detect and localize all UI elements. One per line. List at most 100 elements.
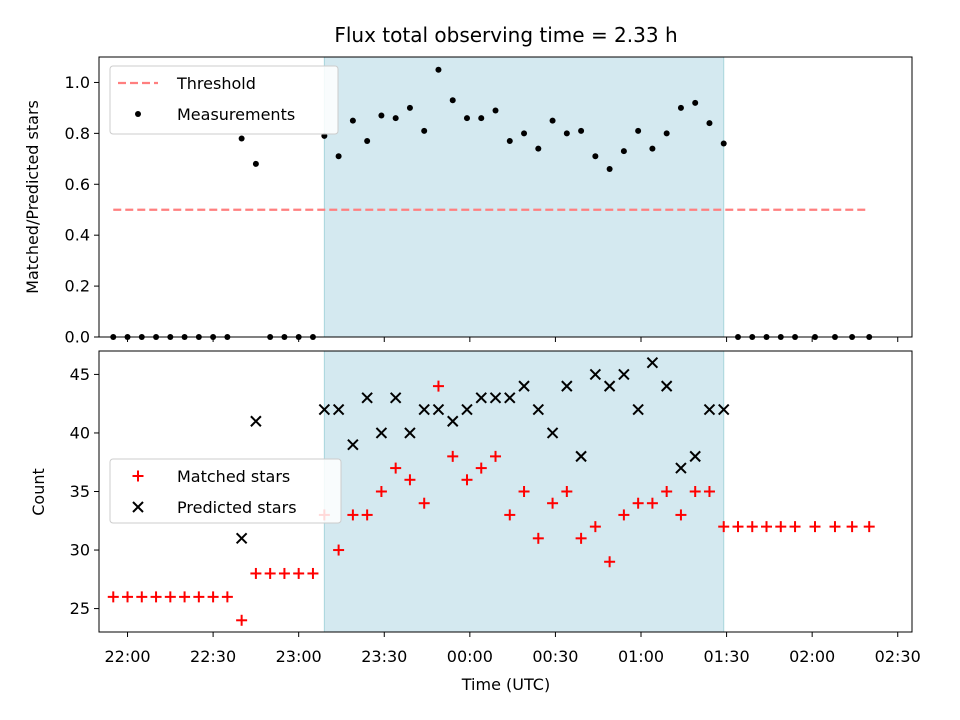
measurement-point (620, 148, 627, 155)
predicted-stars-point (404, 427, 416, 439)
matched-stars-point (390, 462, 402, 474)
predicted-stars-point (660, 380, 673, 392)
measurement-point (309, 334, 316, 340)
tick-marks (94, 81, 899, 637)
measurement-point (720, 140, 727, 147)
predicted-stars-point (703, 403, 716, 416)
x-bar (418, 403, 430, 416)
y-tick-label: 1.0 (65, 73, 90, 92)
matched-stars-point (447, 450, 459, 462)
x-bar (546, 427, 559, 439)
matched-stars-point (418, 497, 430, 509)
legend-label: Threshold (176, 74, 256, 93)
x-bar (375, 427, 388, 439)
matched-stars-point (761, 521, 773, 533)
matched-stars-point (575, 532, 587, 544)
plot-frame (98, 56, 913, 338)
matched-stars-point (333, 544, 345, 556)
measurement-point (110, 334, 117, 340)
x-bar (347, 438, 359, 451)
legend-box (109, 65, 339, 135)
x-bar (575, 450, 587, 463)
x-tick-label: 22:30 (190, 647, 236, 666)
predicted-stars-point (689, 450, 701, 463)
measurement-point (267, 334, 274, 340)
measurement-point (649, 145, 656, 152)
measurement-point (763, 334, 770, 340)
measurement-point (349, 117, 356, 124)
predicted-stars-point (632, 403, 644, 416)
legends: Threshold Measurements Matched stars Predic… (109, 65, 342, 524)
measurement-point (692, 99, 699, 106)
matched-stars-point (618, 509, 630, 521)
matched-stars-point (136, 591, 148, 603)
matched-stars-point (746, 521, 758, 533)
x-bar (361, 392, 373, 404)
legend-box (109, 458, 342, 524)
matched-stars-point (589, 521, 601, 533)
measurement-point (406, 104, 413, 111)
matched-stars-point (789, 521, 801, 533)
measurement-point (535, 145, 542, 152)
x-bar (250, 415, 262, 427)
x-bar (432, 403, 445, 416)
x-bar (404, 427, 416, 439)
measurement-point (777, 334, 784, 340)
x-bar (532, 403, 545, 416)
measurement-point (849, 334, 856, 340)
measurement-point (195, 334, 202, 340)
predicted-stars-point (561, 380, 573, 392)
matched-stars-point (718, 521, 730, 533)
y-tick-label: 45 (70, 365, 90, 384)
matched-stars-point (561, 486, 573, 497)
measurement-point (749, 334, 756, 340)
x-bar (489, 392, 502, 404)
y-tick-label: 0.4 (65, 226, 90, 245)
x-bar (504, 392, 516, 404)
measurement-point (463, 115, 470, 122)
matched-stars-point (250, 567, 262, 579)
predicted-stars-point (432, 403, 445, 416)
matched-stars-point (236, 614, 248, 626)
shaded-regions (323, 56, 725, 633)
x-bar (389, 392, 402, 404)
y-tick-label: 25 (70, 599, 90, 618)
predicted-stars-point (389, 392, 402, 404)
x-bar (461, 403, 473, 416)
x-tick-label: 00:00 (447, 647, 493, 666)
x-bar (675, 462, 687, 474)
predicted-stars-point (475, 392, 487, 404)
matched-stars-point (164, 591, 176, 603)
legend-measurement-swatch (135, 111, 141, 117)
matched-stars-point (179, 591, 191, 603)
measurement-point (706, 120, 713, 127)
observing-window-shade (323, 56, 725, 338)
predicted-stars-point (532, 403, 545, 416)
legend-label: Predicted stars (177, 498, 297, 517)
y-tick-label: 0.8 (65, 124, 90, 143)
x-tick-label: 01:00 (618, 647, 664, 666)
predicted-stars-point (504, 392, 516, 404)
matched-stars-point (461, 474, 473, 486)
matched-stars-point (490, 450, 502, 462)
predicted-stars-point (332, 403, 345, 416)
measurement-point (378, 112, 385, 119)
x-tick-label: 00:30 (532, 647, 578, 666)
predicted-stars-point (361, 392, 373, 404)
chart-title: Flux total observing time = 2.33 h (334, 23, 677, 47)
measurement-point (281, 334, 288, 340)
predicted-stars-point (718, 403, 730, 416)
measurement-point (792, 334, 799, 340)
x-bar (646, 357, 659, 369)
predicted-stars-point (575, 450, 587, 463)
measurement-point (153, 334, 160, 340)
x-axis-label: Time (UTC) (461, 675, 550, 694)
measurement-point (677, 104, 684, 111)
matched-stars-point (504, 509, 516, 521)
matched-stars-point (293, 567, 305, 579)
measurement-point (138, 334, 145, 340)
matched-stars-point (532, 532, 544, 544)
measurement-point (492, 107, 499, 114)
matched-stars-point (221, 591, 233, 603)
